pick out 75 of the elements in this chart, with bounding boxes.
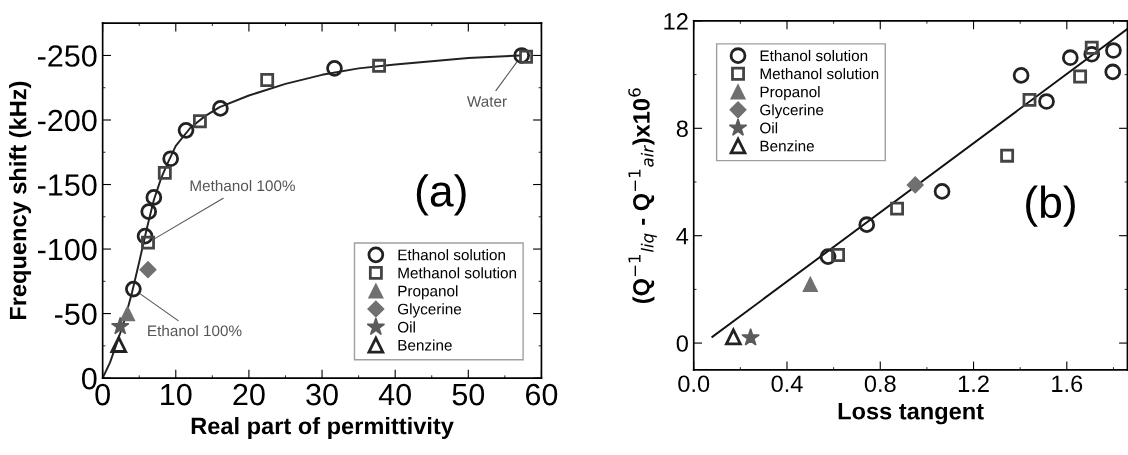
point	[519, 49, 534, 64]
point	[1000, 148, 1015, 163]
point	[139, 261, 157, 279]
point	[890, 201, 904, 216]
point	[1105, 42, 1122, 59]
x-axis-title: Real part of permittivity	[191, 417, 454, 440]
point	[110, 316, 130, 335]
y-tick-label: 8	[676, 120, 688, 138]
legend-label: Benzine	[398, 339, 452, 351]
point	[372, 58, 387, 73]
point	[725, 328, 742, 346]
point	[1104, 63, 1122, 81]
point	[192, 114, 207, 129]
x-axis-title: Loss tangent	[838, 403, 984, 425]
point	[140, 203, 158, 220]
point	[125, 280, 142, 298]
y-axis-title: (Q$^{−1}$$_{liq}$ - Q$^{−1}$$_{air}$)x10$^{6}$	[628, 88, 657, 304]
point	[145, 189, 163, 206]
y-tick-label: 0	[676, 335, 688, 352]
annotation: Methanol 100%	[190, 179, 295, 192]
y-tick-label: -100	[37, 238, 97, 261]
point	[1012, 67, 1030, 84]
point	[858, 216, 876, 234]
legend-label: Oil	[760, 122, 778, 134]
point	[1084, 40, 1099, 55]
x-tick-label: 20	[233, 383, 265, 406]
x-tick-label: 40	[378, 383, 411, 406]
point	[1061, 49, 1079, 67]
legend-label: Methanol solution	[398, 267, 517, 279]
annotation: Ethanol 100%	[148, 324, 242, 337]
legend-label: Ethanol solution	[760, 49, 868, 62]
y-tick-label: 4	[676, 228, 689, 245]
legend-label: Propanol	[398, 285, 458, 300]
x-tick-label: 50	[452, 383, 485, 406]
point	[831, 248, 845, 262]
legend-label: Glycerine	[760, 104, 824, 119]
legend-label: Ethanol solution	[398, 249, 505, 261]
annotation: Water	[466, 96, 507, 107]
annotation: (b)	[1026, 185, 1075, 227]
point	[802, 276, 818, 292]
point	[157, 165, 172, 180]
point	[212, 100, 229, 117]
point	[1073, 69, 1088, 84]
x-tick-label: 10	[161, 383, 192, 406]
point	[260, 73, 275, 87]
point	[933, 183, 951, 200]
legend-label: Glycerine	[398, 303, 462, 318]
annotation: (a)	[416, 174, 466, 216]
point	[326, 60, 343, 77]
y-tick-label: -50	[54, 303, 97, 325]
x-tick-label: 0.0	[678, 375, 710, 393]
legend-label: Benzine	[760, 140, 814, 152]
x-tick-label: 1.6	[1052, 375, 1083, 393]
point	[1022, 92, 1037, 107]
legend-label: Methanol solution	[760, 68, 879, 80]
point	[119, 305, 136, 322]
point	[141, 235, 155, 250]
x-tick-label: 30	[306, 383, 338, 406]
legend-label: Oil	[397, 321, 415, 333]
point	[906, 176, 924, 194]
y-tick-label: 12	[664, 13, 688, 30]
y-axis-title: Frequency shift (kHz)	[9, 81, 32, 320]
y-tick-label: -200	[37, 109, 97, 132]
point	[110, 336, 128, 353]
x-tick-label: 1.2	[958, 375, 989, 392]
point	[741, 327, 760, 346]
point	[177, 121, 195, 139]
x-tick-label: 60	[526, 383, 558, 406]
y-tick-label: -250	[37, 45, 97, 67]
point	[162, 150, 179, 168]
point	[1038, 93, 1055, 110]
legend-label: Propanol	[760, 86, 820, 101]
x-tick-label: 0.8	[864, 375, 896, 393]
x-tick-label: 0.4	[771, 375, 803, 393]
y-tick-label: -150	[37, 174, 97, 196]
